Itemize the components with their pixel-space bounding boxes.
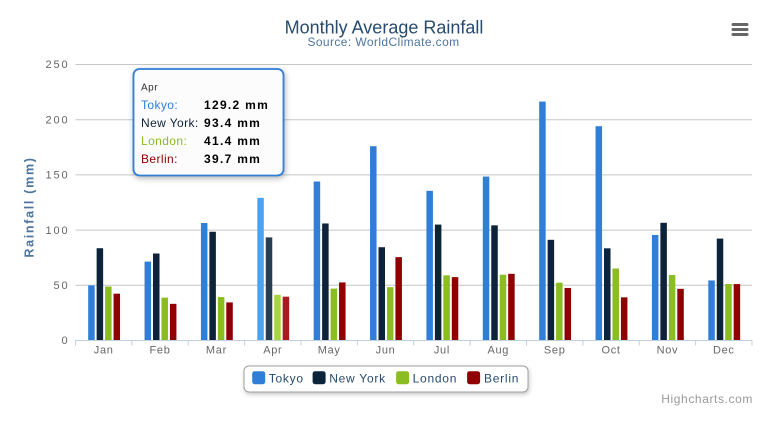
svg-text:150: 150 [45,170,69,182]
svg-text:Rainfall (mm): Rainfall (mm) [23,156,37,257]
svg-text:Tokyo: Tokyo [269,372,304,386]
svg-text:Highcharts.com: Highcharts.com [661,392,753,406]
svg-text:Source: WorldClimate.com: Source: WorldClimate.com [307,35,459,49]
svg-text:Berlin: Berlin [484,372,519,386]
svg-text:Berlin:: Berlin: [141,152,178,166]
svg-text:London: London [413,372,458,386]
svg-text:Feb: Feb [150,345,171,357]
svg-text:Jun: Jun [376,345,396,357]
svg-text:41.4 mm: 41.4 mm [204,134,261,148]
svg-text:250: 250 [45,59,69,71]
svg-text:London:: London: [141,134,187,148]
svg-text:Oct: Oct [601,345,620,357]
svg-text:Apr: Apr [141,83,158,94]
svg-text:129.2 mm: 129.2 mm [204,98,269,112]
svg-text:Dec: Dec [713,345,735,357]
svg-text:Tokyo:: Tokyo: [141,98,178,112]
svg-text:Aug: Aug [487,345,509,357]
svg-text:New York: New York [329,372,386,386]
svg-text:May: May [318,345,341,357]
svg-text:Jan: Jan [94,345,114,357]
svg-text:0: 0 [61,335,69,347]
svg-text:Mar: Mar [206,345,227,357]
svg-text:39.7 mm: 39.7 mm [204,152,261,166]
svg-text:Apr: Apr [263,345,282,357]
svg-text:Jul: Jul [434,345,450,357]
svg-text:Monthly Average Rainfall: Monthly Average Rainfall [285,18,484,38]
svg-text:Nov: Nov [657,345,679,357]
svg-text:200: 200 [45,114,69,126]
svg-text:New York:: New York: [141,116,199,130]
svg-text:100: 100 [45,225,69,237]
svg-text:93.4 mm: 93.4 mm [204,116,261,130]
svg-text:50: 50 [53,280,69,292]
svg-text:Sep: Sep [544,345,566,357]
